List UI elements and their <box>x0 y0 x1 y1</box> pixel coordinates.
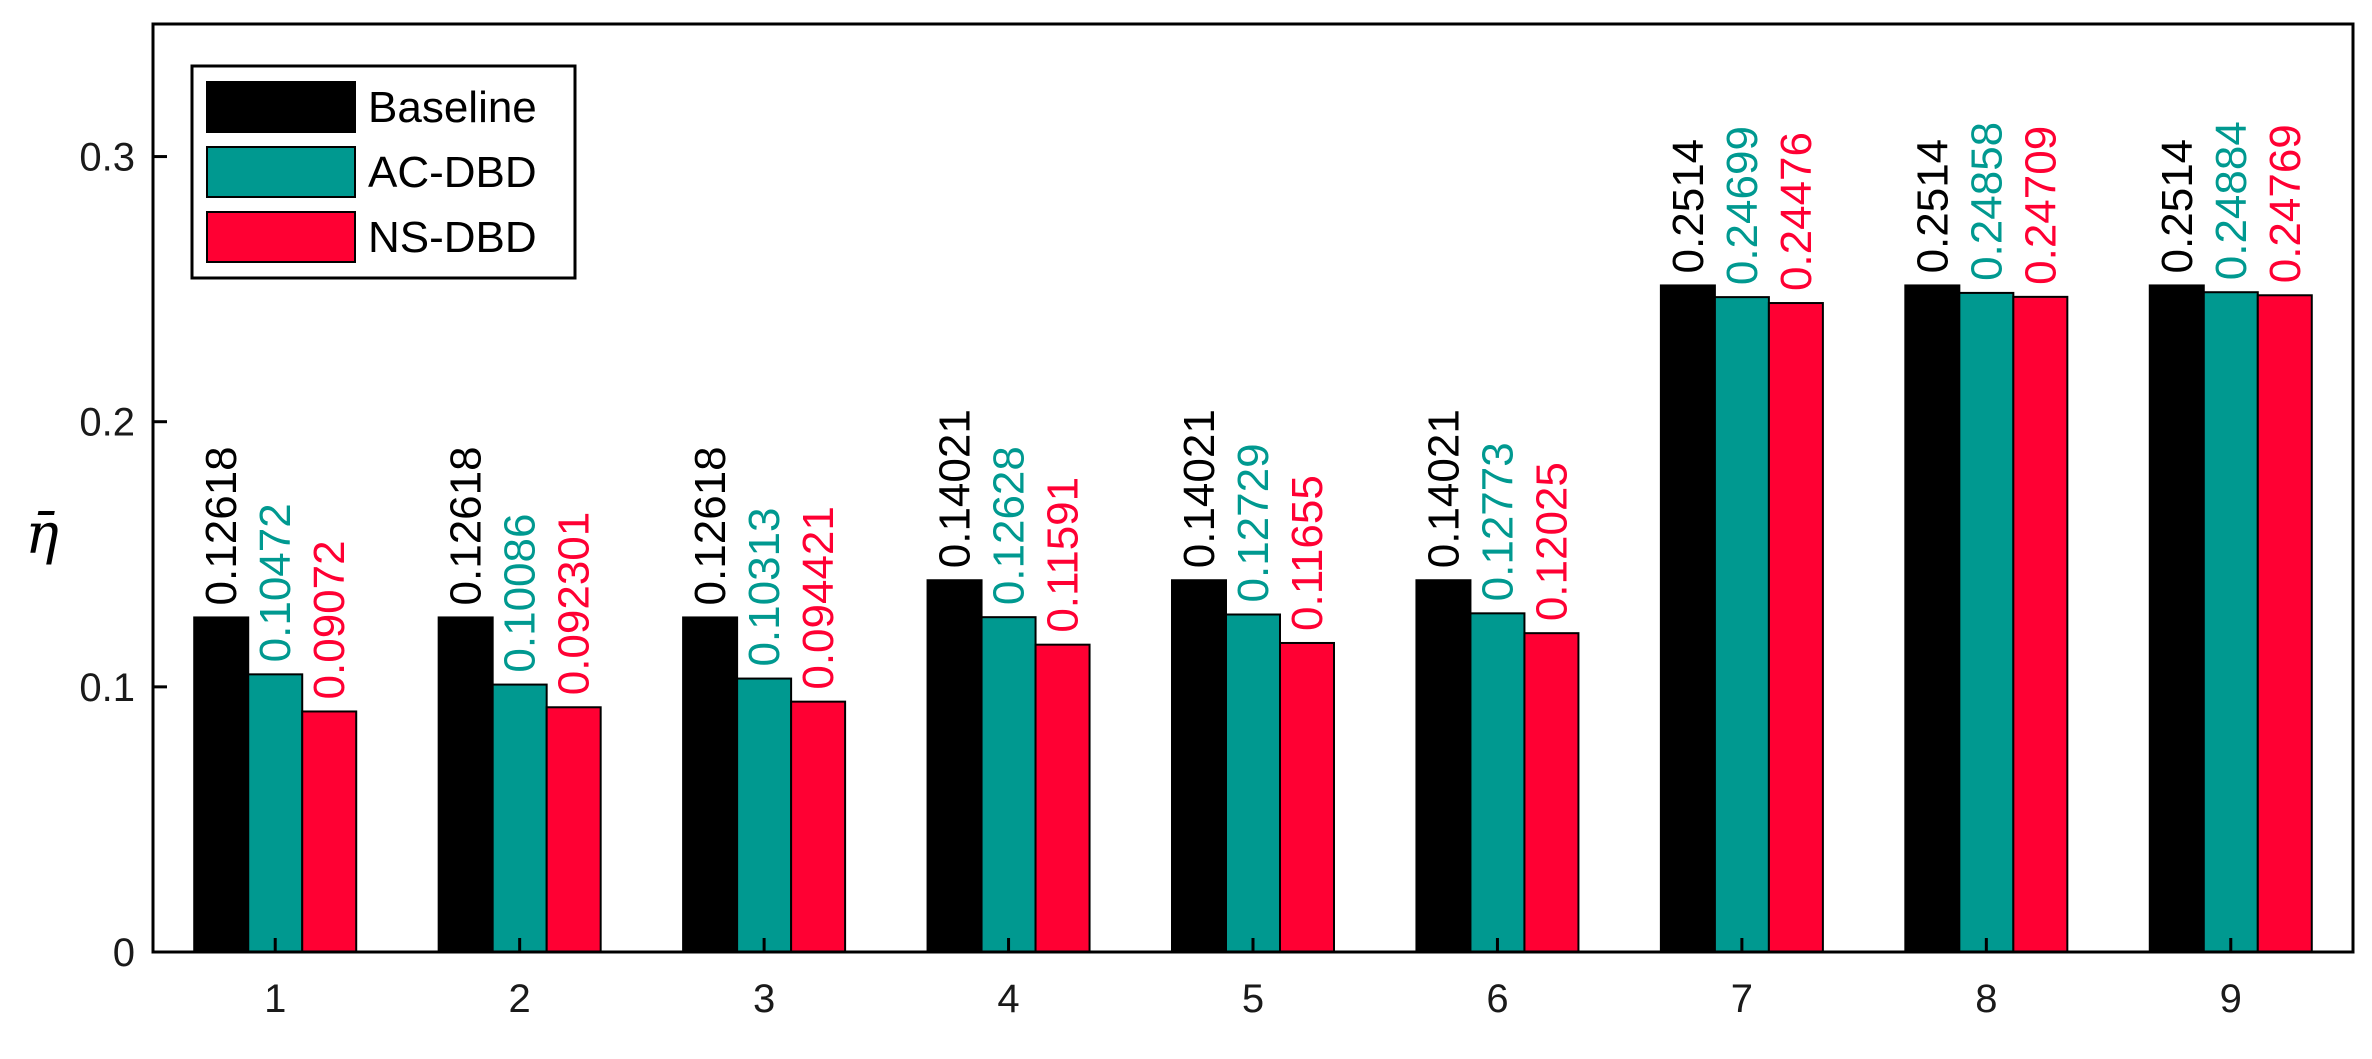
bar-ac-dbd-3 <box>736 677 793 953</box>
legend-label-baseline: Baseline <box>368 83 537 132</box>
x-axis: 1 2 3 4 5 6 7 8 9 <box>264 938 2242 1021</box>
data-label-ac-dbd-9: 0.24884 <box>2207 121 2256 280</box>
bar-ns-dbd-5 <box>1279 641 1335 953</box>
bar-ac-dbd-9 <box>2202 291 2259 953</box>
y-tick-label: 0.3 <box>79 136 135 180</box>
bar-ns-dbd-4 <box>1034 643 1091 953</box>
bar-baseline-8 <box>1904 284 1961 953</box>
y-axis-label: η̄ <box>25 502 59 567</box>
bar-baseline-4 <box>926 579 983 954</box>
data-label-baseline-8: 0.2514 <box>1908 139 1957 274</box>
bar-ns-dbd-6 <box>1523 632 1580 953</box>
data-labels: 0.12618 0.12618 0.12618 0.14021 0.14021 0.140… <box>197 121 2310 699</box>
x-tick-label: 6 <box>1486 977 1508 1021</box>
bar-ns-dbd-8 <box>2012 295 2069 953</box>
bars <box>193 284 2313 954</box>
bar-baseline-7 <box>1659 284 1716 953</box>
data-label-ns-dbd-3: 0.094421 <box>794 506 843 690</box>
bar-ac-dbd-2 <box>491 683 548 953</box>
bar-ns-dbd-9 <box>2256 294 2313 954</box>
data-label-baseline-1: 0.12618 <box>197 446 246 605</box>
bar-baseline-1 <box>193 616 250 953</box>
x-tick-label: 1 <box>264 977 286 1021</box>
bar-ac-dbd-6 <box>1469 612 1526 953</box>
legend-label-ns-dbd: NS-DBD <box>368 213 537 262</box>
data-label-ac-dbd-2: 0.10086 <box>496 514 545 673</box>
data-label-baseline-4: 0.14021 <box>931 409 980 568</box>
data-label-baseline-6: 0.14021 <box>1419 409 1468 568</box>
legend-swatch-baseline <box>206 81 356 133</box>
x-tick-label: 5 <box>1242 977 1264 1021</box>
data-label-baseline-9: 0.2514 <box>2153 139 2202 274</box>
y-axis: 0 0.1 0.2 0.3 <box>79 136 167 975</box>
data-label-ac-dbd-8: 0.24858 <box>1962 122 2011 281</box>
bar-ns-dbd-3 <box>790 700 847 954</box>
data-label-ac-dbd-3: 0.10313 <box>740 507 789 666</box>
bar-ac-dbd-4 <box>980 616 1037 953</box>
data-label-ac-dbd-6: 0.12773 <box>1473 442 1522 601</box>
data-label-ns-dbd-8: 0.24709 <box>2016 126 2065 285</box>
x-tick-label: 3 <box>753 977 775 1021</box>
legend-swatch-ns-dbd <box>206 211 356 263</box>
data-label-ns-dbd-2: 0.092301 <box>550 512 599 696</box>
data-label-ac-dbd-7: 0.24699 <box>1718 126 1767 285</box>
y-tick-label: 0.1 <box>79 666 135 710</box>
bar-baseline-9 <box>2148 284 2205 953</box>
bar-baseline-3 <box>682 616 739 953</box>
bar-baseline-6 <box>1415 579 1472 954</box>
data-label-ns-dbd-4: 0.11591 <box>1039 477 1088 633</box>
bar-ac-dbd-5 <box>1225 613 1281 953</box>
data-label-ns-dbd-9: 0.24769 <box>2261 124 2310 283</box>
y-tick-label: 0 <box>113 931 135 975</box>
data-label-baseline-7: 0.2514 <box>1664 139 1713 274</box>
legend: Baseline AC-DBD NS-DBD <box>190 64 577 280</box>
x-tick-label: 9 <box>2220 977 2242 1021</box>
legend-swatch-ac-dbd <box>206 146 356 198</box>
bar-ac-dbd-8 <box>1958 291 2015 953</box>
x-tick-label: 4 <box>997 977 1019 1021</box>
bar-baseline-2 <box>437 616 494 953</box>
x-tick-label: 2 <box>509 977 531 1021</box>
bar-ns-dbd-1 <box>301 710 358 953</box>
data-label-ns-dbd-1: 0.09072 <box>305 540 354 699</box>
data-label-baseline-5: 0.14021 <box>1175 409 1224 568</box>
data-label-ac-dbd-4: 0.12628 <box>985 446 1034 605</box>
legend-label-ac-dbd: AC-DBD <box>368 148 537 197</box>
data-label-ac-dbd-5: 0.12729 <box>1229 443 1278 602</box>
bar-ac-dbd-7 <box>1713 296 1770 953</box>
x-tick-label: 7 <box>1731 977 1753 1021</box>
data-label-ns-dbd-6: 0.12025 <box>1527 462 1576 621</box>
x-tick-label: 8 <box>1975 977 1997 1021</box>
bar-ac-dbd-1 <box>247 673 304 953</box>
data-label-ns-dbd-7: 0.24476 <box>1772 132 1821 291</box>
y-tick-label: 0.2 <box>79 401 135 445</box>
data-label-ns-dbd-5: 0.11655 <box>1283 475 1332 631</box>
data-label-baseline-2: 0.12618 <box>442 446 491 605</box>
data-label-ac-dbd-1: 0.10472 <box>251 503 300 662</box>
bar-ns-dbd-7 <box>1767 302 1824 954</box>
data-label-baseline-3: 0.12618 <box>686 446 735 605</box>
bar-baseline-5 <box>1171 579 1227 954</box>
bar-ns-dbd-2 <box>545 706 602 954</box>
